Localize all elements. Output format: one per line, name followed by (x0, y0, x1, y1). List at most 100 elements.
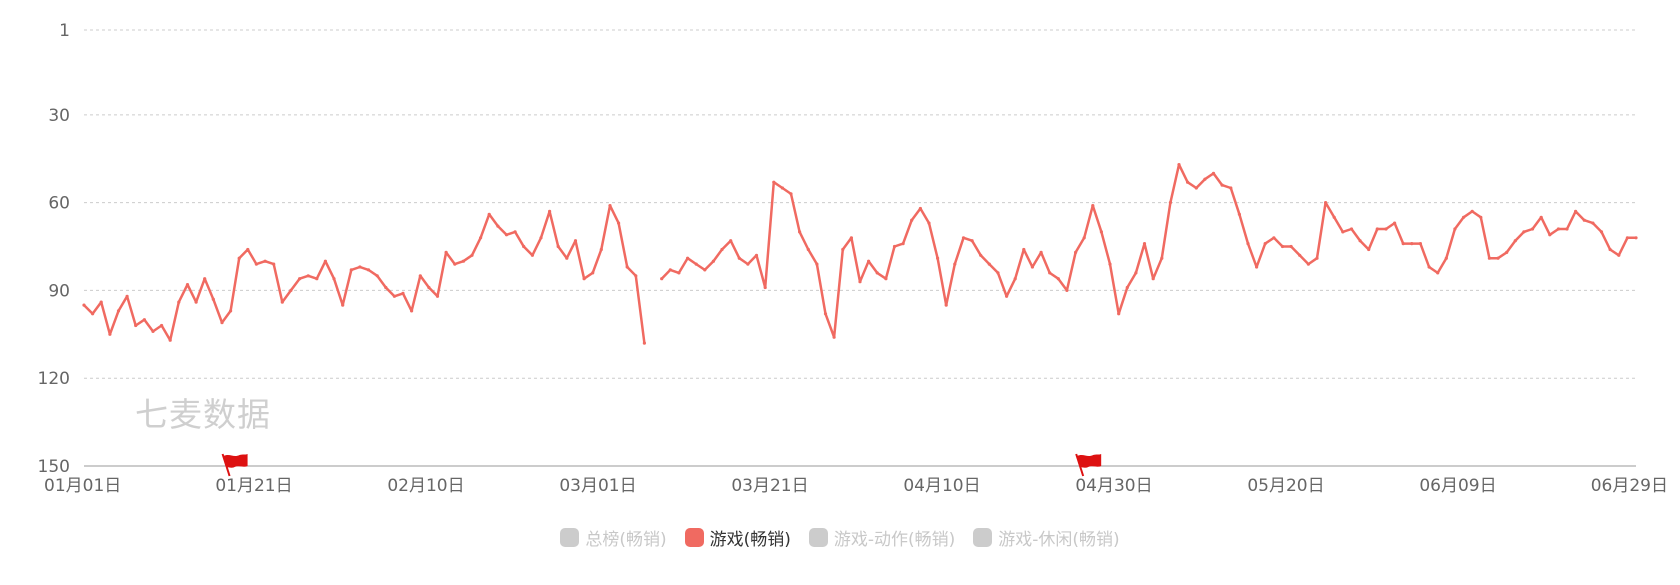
data-point (1005, 294, 1009, 298)
data-point (1298, 253, 1302, 257)
data-point (1574, 209, 1578, 213)
data-point (263, 259, 267, 263)
data-point (1056, 277, 1060, 281)
data-point (1151, 277, 1155, 281)
legend-item-games-casual[interactable]: 游戏-休闲(畅销) (973, 525, 1120, 550)
data-point (1134, 271, 1138, 275)
data-point (918, 206, 923, 211)
legend-item-games[interactable]: 游戏(畅销) (684, 525, 791, 550)
data-point (1487, 256, 1491, 260)
data-point (134, 323, 138, 328)
data-point (711, 259, 716, 263)
data-point (1289, 244, 1293, 249)
data-point (1453, 227, 1457, 231)
data-point (686, 256, 690, 260)
data-point (780, 186, 785, 190)
data-point (927, 221, 931, 225)
data-point (1393, 221, 1397, 225)
data-point (1246, 242, 1250, 246)
data-point (961, 236, 966, 240)
data-point (849, 236, 854, 240)
data-point (591, 271, 595, 275)
x-tick-label: 03月01日 (559, 476, 636, 496)
data-point (185, 283, 190, 287)
flag-icon[interactable] (1075, 453, 1102, 477)
data-point (1513, 239, 1517, 243)
y-tick-label: 60 (48, 194, 70, 214)
data-point (789, 192, 793, 196)
x-tick-label: 06月29日 (1591, 476, 1668, 496)
data-point (444, 250, 448, 254)
flag-icon[interactable] (221, 453, 248, 477)
data-point (108, 332, 112, 336)
legend-item-games-action[interactable]: 游戏-动作(畅销) (808, 525, 955, 550)
data-point (720, 247, 724, 252)
data-point (841, 247, 845, 252)
data-point (315, 277, 319, 281)
data-point (220, 321, 224, 325)
data-point (1349, 227, 1354, 231)
data-point (1186, 180, 1190, 184)
data-point (229, 309, 233, 313)
data-point (504, 233, 509, 237)
data-point (280, 300, 284, 304)
legend-item-overall[interactable]: 总榜(畅销) (560, 525, 667, 550)
x-tick-label: 02月10日 (387, 476, 464, 496)
data-point (1496, 256, 1500, 260)
data-point (1324, 201, 1328, 205)
data-point (99, 300, 103, 304)
data-point (660, 277, 664, 281)
data-point (349, 268, 353, 272)
data-point (1280, 244, 1285, 249)
data-point (815, 262, 819, 266)
data-point (746, 262, 750, 266)
data-point (884, 277, 888, 281)
data-point (599, 247, 603, 252)
data-point (1617, 253, 1621, 257)
data-point (565, 256, 569, 260)
x-tick-label: 04月30日 (1075, 476, 1152, 496)
series-line (82, 204, 646, 345)
data-point (910, 218, 914, 222)
data-point (694, 262, 698, 266)
data-point (979, 253, 983, 257)
data-point (177, 300, 181, 304)
data-point (1505, 250, 1509, 254)
data-point (1427, 265, 1431, 269)
data-point (366, 268, 371, 272)
data-point (996, 271, 1000, 275)
data-point (1410, 242, 1414, 246)
data-point (435, 294, 440, 298)
data-point (1591, 221, 1595, 225)
data-point (1203, 177, 1207, 181)
data-point (1418, 242, 1422, 246)
data-point (1229, 186, 1233, 190)
x-tick-label: 01月21日 (215, 476, 292, 496)
data-point (617, 221, 621, 225)
data-point (1177, 163, 1181, 167)
data-point (1160, 256, 1164, 260)
data-point (418, 274, 422, 278)
data-point (970, 239, 974, 243)
data-point (1194, 186, 1198, 190)
data-point (763, 285, 767, 290)
legend-swatch (560, 527, 580, 547)
data-point (1548, 233, 1552, 237)
data-point (1332, 215, 1336, 219)
data-point (1142, 242, 1147, 246)
data-point (1522, 230, 1526, 234)
data-point (392, 294, 396, 298)
y-tick-label: 120 (38, 369, 70, 389)
legend-label: 游戏-休闲(畅销) (998, 529, 1120, 550)
data-point (1074, 250, 1078, 254)
data-point (729, 239, 733, 243)
data-point (341, 303, 345, 307)
data-point (875, 271, 879, 275)
legend-label: 总榜(畅销) (585, 529, 667, 550)
data-point (453, 262, 457, 266)
data-point (1367, 247, 1371, 252)
data-point (1211, 171, 1216, 175)
data-point (479, 236, 483, 240)
data-point (1470, 209, 1474, 213)
